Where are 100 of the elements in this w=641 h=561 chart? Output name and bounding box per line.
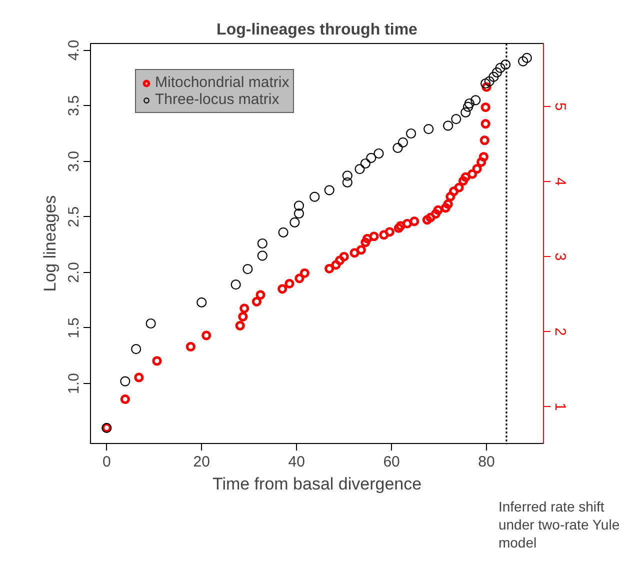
point [202,330,212,340]
point [257,238,268,249]
x-tick-label: 20 [193,454,210,470]
point [384,227,394,237]
point [366,152,376,163]
y2-tick-label: 1 [552,402,568,411]
point [462,102,474,112]
point [398,137,408,148]
point [342,177,352,188]
point [284,278,294,288]
point [360,158,370,169]
y2-tick-label: 3 [552,252,568,261]
ref-line-label: Inferred rate shift under two-rate Yule model [498,498,620,550]
point [443,199,453,209]
x-tick-label: 60 [383,454,400,470]
y2-tick-label: 5 [552,102,568,111]
point [488,72,499,82]
point [424,124,434,134]
point [480,119,490,129]
point [120,376,130,386]
point [294,200,304,211]
point [278,284,288,294]
y-tick-label: 2.5 [66,206,82,228]
y-tick-label: 1.5 [66,318,82,338]
y-tick-label: 2.0 [66,262,82,283]
point [362,234,372,244]
y2-tick-label: 4 [552,177,568,186]
point [360,238,370,248]
point [339,252,349,262]
point [476,157,486,167]
point [495,62,506,73]
point [331,260,341,270]
point [410,216,420,226]
point [230,280,241,290]
point [478,152,488,162]
point [374,148,384,159]
point [433,205,443,215]
point [518,56,528,66]
point [484,76,494,86]
point [480,136,490,146]
point [460,107,471,118]
y-tick-label: 3.5 [66,95,82,116]
point [300,268,310,278]
x-tick-label: 80 [478,454,495,470]
point [448,186,459,196]
point [392,142,403,153]
point [430,209,441,219]
point [238,312,248,322]
y-axis-title: Log lineages [40,195,60,292]
point [294,208,304,219]
x-tick-label: 0 [102,454,111,470]
chart-title: Log-lineages through time [216,22,418,38]
point [242,264,253,274]
point [379,230,389,240]
point [454,182,464,192]
legend-label: Three-locus matrix [155,91,280,108]
point [252,296,262,306]
point [460,172,470,182]
point [256,290,266,300]
point [492,67,502,78]
point [324,264,334,274]
point [152,356,162,366]
point [196,297,207,308]
point [131,344,142,354]
point [480,102,490,112]
y-tick-label: 3.0 [66,150,82,172]
point [464,98,474,109]
point [134,372,144,382]
point [472,164,482,174]
point [354,164,365,174]
point [402,218,412,228]
point [294,274,304,284]
point [146,318,156,329]
point [443,120,454,131]
x-tick-label: 40 [288,454,305,470]
point [480,78,491,89]
point [446,192,456,202]
point [467,169,478,179]
point [458,176,468,186]
point [522,52,532,63]
point [369,232,379,242]
point [186,342,196,352]
legend-label: Mitochondrial matrix [155,74,290,91]
point [440,203,450,213]
y2-tick-label: 2 [552,328,568,336]
point [278,227,288,238]
point [406,128,416,139]
point [470,95,481,106]
point [324,185,334,196]
point [334,256,345,266]
point [422,215,432,225]
point [451,114,462,124]
point [356,245,366,255]
point [235,320,245,330]
point [500,60,511,70]
y-tick-label: 1.0 [66,373,82,394]
point [290,217,300,228]
point [310,192,320,202]
point [257,250,268,261]
x-axis-title: Time from basal divergence [212,474,422,494]
